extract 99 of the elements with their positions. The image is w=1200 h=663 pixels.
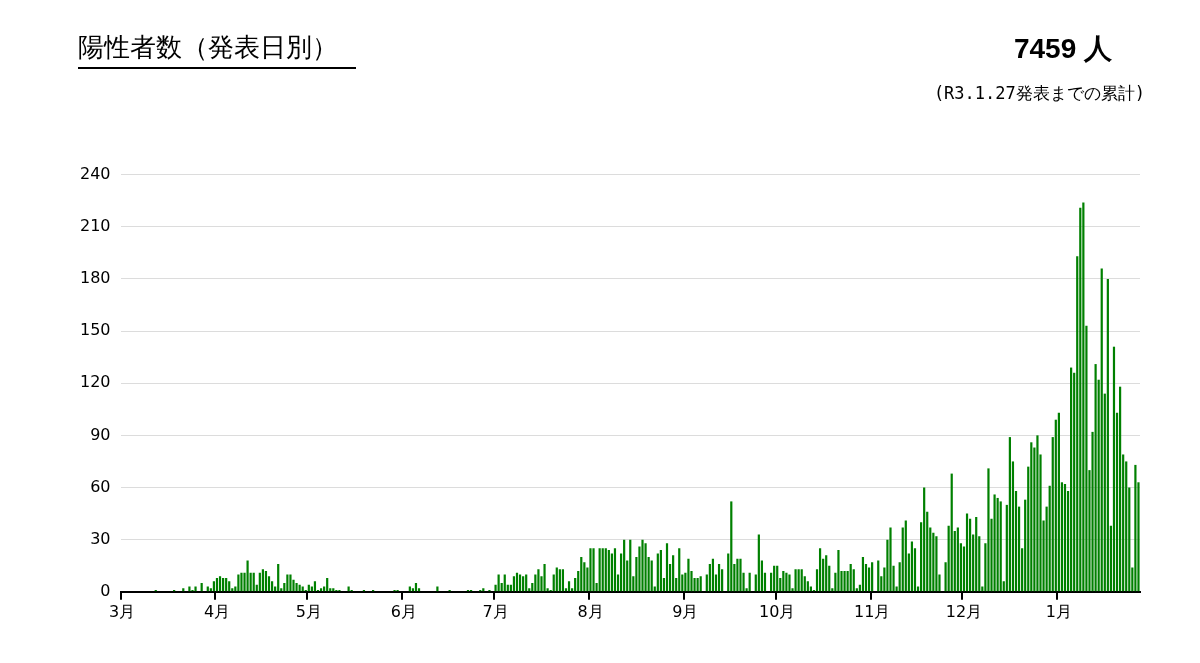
y-tick-label: 180 xyxy=(79,268,111,288)
bar xyxy=(194,586,197,592)
bar xyxy=(313,581,317,592)
bar xyxy=(1106,278,1109,592)
bar xyxy=(910,541,914,592)
x-tick-label: 9月 xyxy=(672,601,699,621)
bar xyxy=(1119,386,1122,592)
x-tick-label: 10月 xyxy=(759,601,796,621)
bar xyxy=(837,550,840,592)
x-tick-label: 1月 xyxy=(1045,601,1072,621)
bar xyxy=(644,543,647,592)
bar xyxy=(730,501,733,592)
bar xyxy=(589,548,592,592)
y-tick-label: 120 xyxy=(79,372,111,392)
bar xyxy=(613,548,617,592)
bar xyxy=(739,558,742,592)
bar xyxy=(871,562,874,592)
bar xyxy=(1008,437,1011,592)
bar xyxy=(987,468,990,592)
bar xyxy=(537,569,540,592)
bar xyxy=(708,563,711,592)
bar xyxy=(923,487,926,592)
bar xyxy=(935,536,938,592)
bar xyxy=(794,569,797,592)
bar xyxy=(800,569,803,592)
y-tick-label: 0 xyxy=(100,580,111,600)
y-tick-label: 240 xyxy=(79,163,111,183)
bar xyxy=(212,581,216,592)
bar xyxy=(736,558,739,592)
bar xyxy=(1070,367,1073,592)
bar xyxy=(497,574,500,592)
chart-title: 陽性者数（発表日別） xyxy=(78,30,356,69)
bar xyxy=(237,574,240,592)
x-tick-label: 3月 xyxy=(108,601,136,621)
bar xyxy=(543,563,546,592)
bar xyxy=(797,569,800,592)
bar xyxy=(592,548,595,592)
bar xyxy=(687,558,690,592)
bar xyxy=(240,572,243,592)
bar xyxy=(525,574,528,592)
bar xyxy=(561,569,565,592)
bar xyxy=(601,548,604,592)
x-tick-label: 8月 xyxy=(577,601,604,621)
y-tick-label: 210 xyxy=(79,215,111,235)
y-tick-label: 150 xyxy=(79,320,111,340)
bar xyxy=(228,581,231,592)
bar xyxy=(950,473,953,592)
y-tick-label: 60 xyxy=(90,476,111,496)
bar xyxy=(956,527,959,592)
bar xyxy=(788,574,791,592)
text: (R3.1.27発表までの累計) xyxy=(933,82,1145,105)
bar xyxy=(1100,268,1103,592)
bar xyxy=(289,574,292,592)
bar xyxy=(999,501,1002,592)
bar xyxy=(904,520,907,592)
bar xyxy=(1134,464,1137,592)
x-tick-label: 11月 xyxy=(853,601,891,621)
x-tick-label: 4月 xyxy=(203,601,231,621)
y-tick-label: 30 xyxy=(90,528,111,548)
bar xyxy=(503,574,506,592)
bar xyxy=(1063,484,1067,592)
bar xyxy=(246,560,249,592)
text: 7459 人 xyxy=(1013,32,1112,66)
bar xyxy=(757,534,760,592)
bar xyxy=(1112,346,1116,592)
bar xyxy=(678,548,681,592)
bar xyxy=(522,576,525,592)
bar xyxy=(558,569,561,592)
bar xyxy=(993,494,996,592)
bar xyxy=(598,548,601,592)
bar xyxy=(604,548,607,592)
bar xyxy=(1094,364,1097,592)
bar xyxy=(1082,202,1085,592)
bar xyxy=(672,555,675,592)
bar xyxy=(965,513,969,592)
bar xyxy=(1030,442,1033,592)
bar xyxy=(436,586,439,592)
bar xyxy=(968,518,972,592)
bar xyxy=(996,497,999,592)
bar xyxy=(641,539,644,592)
x-tick-label: 5月 xyxy=(295,601,322,621)
y-tick-label: 90 xyxy=(90,424,111,444)
bar xyxy=(277,563,280,592)
bar xyxy=(286,574,289,592)
bar xyxy=(849,563,852,592)
x-tick-label: 6月 xyxy=(390,601,417,621)
bar xyxy=(555,567,558,592)
bar xyxy=(975,517,978,592)
x-tick-label: 12月 xyxy=(945,601,983,621)
x-tick-label: 7月 xyxy=(482,601,509,621)
bar xyxy=(717,563,721,592)
bar xyxy=(512,576,516,592)
bar xyxy=(1036,435,1039,592)
bar xyxy=(1057,412,1060,592)
bar xyxy=(188,586,191,592)
bar xyxy=(889,527,892,592)
bar xyxy=(818,548,822,592)
bar xyxy=(567,581,571,592)
bar xyxy=(665,543,669,592)
